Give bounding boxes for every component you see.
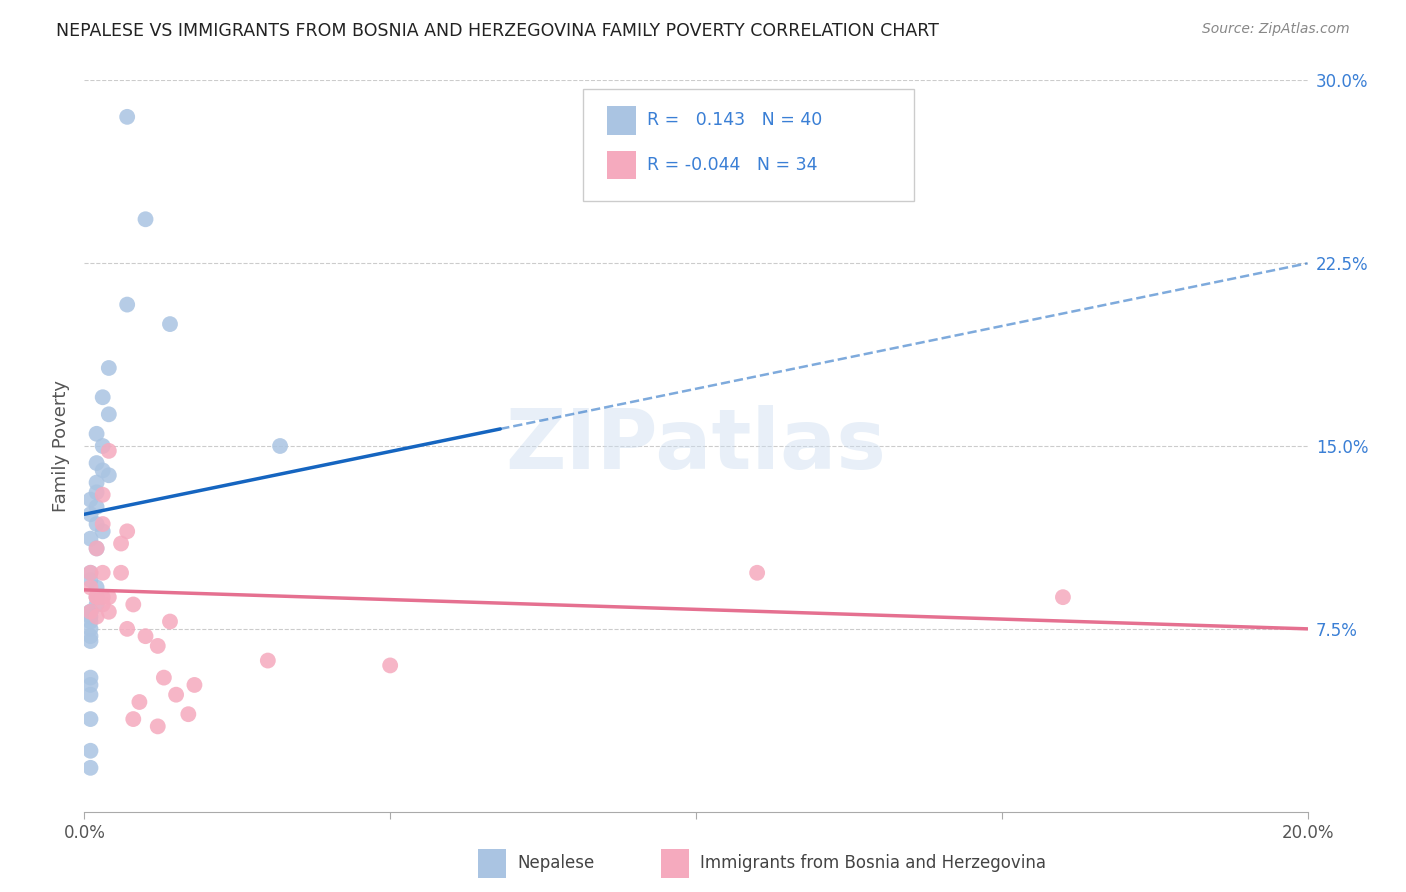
Point: [91, 488, 114, 502]
Point: [91, 590, 114, 604]
Point: [86, 590, 108, 604]
Text: NEPALESE VS IMMIGRANTS FROM BOSNIA AND HERZEGOVINA FAMILY POVERTY CORRELATION CH: NEPALESE VS IMMIGRANTS FROM BOSNIA AND H…: [56, 22, 939, 40]
Point: [115, 622, 138, 636]
Point: [97, 361, 120, 376]
Point: [79, 581, 101, 595]
Point: [86, 590, 108, 604]
Point: [747, 566, 769, 580]
Point: [86, 581, 108, 595]
Point: [86, 485, 108, 500]
Text: Immigrants from Bosnia and Herzegovina: Immigrants from Bosnia and Herzegovina: [700, 855, 1046, 872]
Text: R = -0.044   N = 34: R = -0.044 N = 34: [647, 156, 817, 174]
Point: [79, 712, 101, 726]
Point: [86, 475, 108, 490]
Point: [97, 468, 120, 483]
Point: [115, 110, 138, 124]
Point: [257, 654, 280, 668]
Point: [159, 317, 181, 331]
Point: [91, 598, 114, 612]
Point: [122, 598, 145, 612]
Point: [79, 508, 101, 522]
Point: [79, 629, 101, 643]
Point: [146, 639, 169, 653]
Point: [380, 658, 402, 673]
Point: [183, 678, 205, 692]
Point: [79, 609, 101, 624]
Point: [153, 671, 176, 685]
Text: ZIPatlas: ZIPatlas: [506, 406, 886, 486]
Point: [135, 212, 157, 227]
Point: [79, 566, 101, 580]
Point: [91, 390, 114, 404]
Point: [79, 492, 101, 507]
Point: [135, 629, 157, 643]
Point: [79, 634, 101, 648]
Point: [79, 744, 101, 758]
Point: [79, 566, 101, 580]
Point: [128, 695, 150, 709]
Point: [86, 590, 108, 604]
Point: [79, 605, 101, 619]
Point: [177, 707, 200, 722]
Point: [79, 761, 101, 775]
Point: [86, 500, 108, 514]
Point: [86, 541, 108, 556]
Y-axis label: Family Poverty: Family Poverty: [52, 380, 70, 512]
Point: [97, 443, 120, 458]
Point: [86, 609, 108, 624]
Point: [115, 297, 138, 311]
Point: [79, 615, 101, 629]
Point: [91, 439, 114, 453]
Point: [91, 463, 114, 477]
Point: [165, 688, 187, 702]
Point: [122, 712, 145, 726]
Point: [97, 605, 120, 619]
Point: [86, 426, 108, 441]
Point: [159, 615, 181, 629]
Point: [79, 678, 101, 692]
Point: [115, 524, 138, 539]
Point: [97, 407, 120, 421]
Point: [91, 516, 114, 531]
Point: [110, 536, 132, 550]
Text: Source: ZipAtlas.com: Source: ZipAtlas.com: [1202, 22, 1350, 37]
Point: [79, 605, 101, 619]
Point: [86, 516, 108, 531]
Point: [146, 719, 169, 733]
Point: [86, 598, 108, 612]
Point: [79, 605, 101, 619]
Point: [79, 573, 101, 587]
Point: [1052, 590, 1074, 604]
Point: [91, 566, 114, 580]
Point: [86, 456, 108, 470]
Point: [91, 524, 114, 539]
Point: [79, 671, 101, 685]
Text: Nepalese: Nepalese: [517, 855, 595, 872]
Point: [110, 566, 132, 580]
Point: [97, 590, 120, 604]
Text: R =   0.143   N = 40: R = 0.143 N = 40: [647, 112, 823, 129]
Point: [79, 532, 101, 546]
Point: [79, 688, 101, 702]
Point: [79, 622, 101, 636]
Point: [86, 541, 108, 556]
Point: [269, 439, 291, 453]
